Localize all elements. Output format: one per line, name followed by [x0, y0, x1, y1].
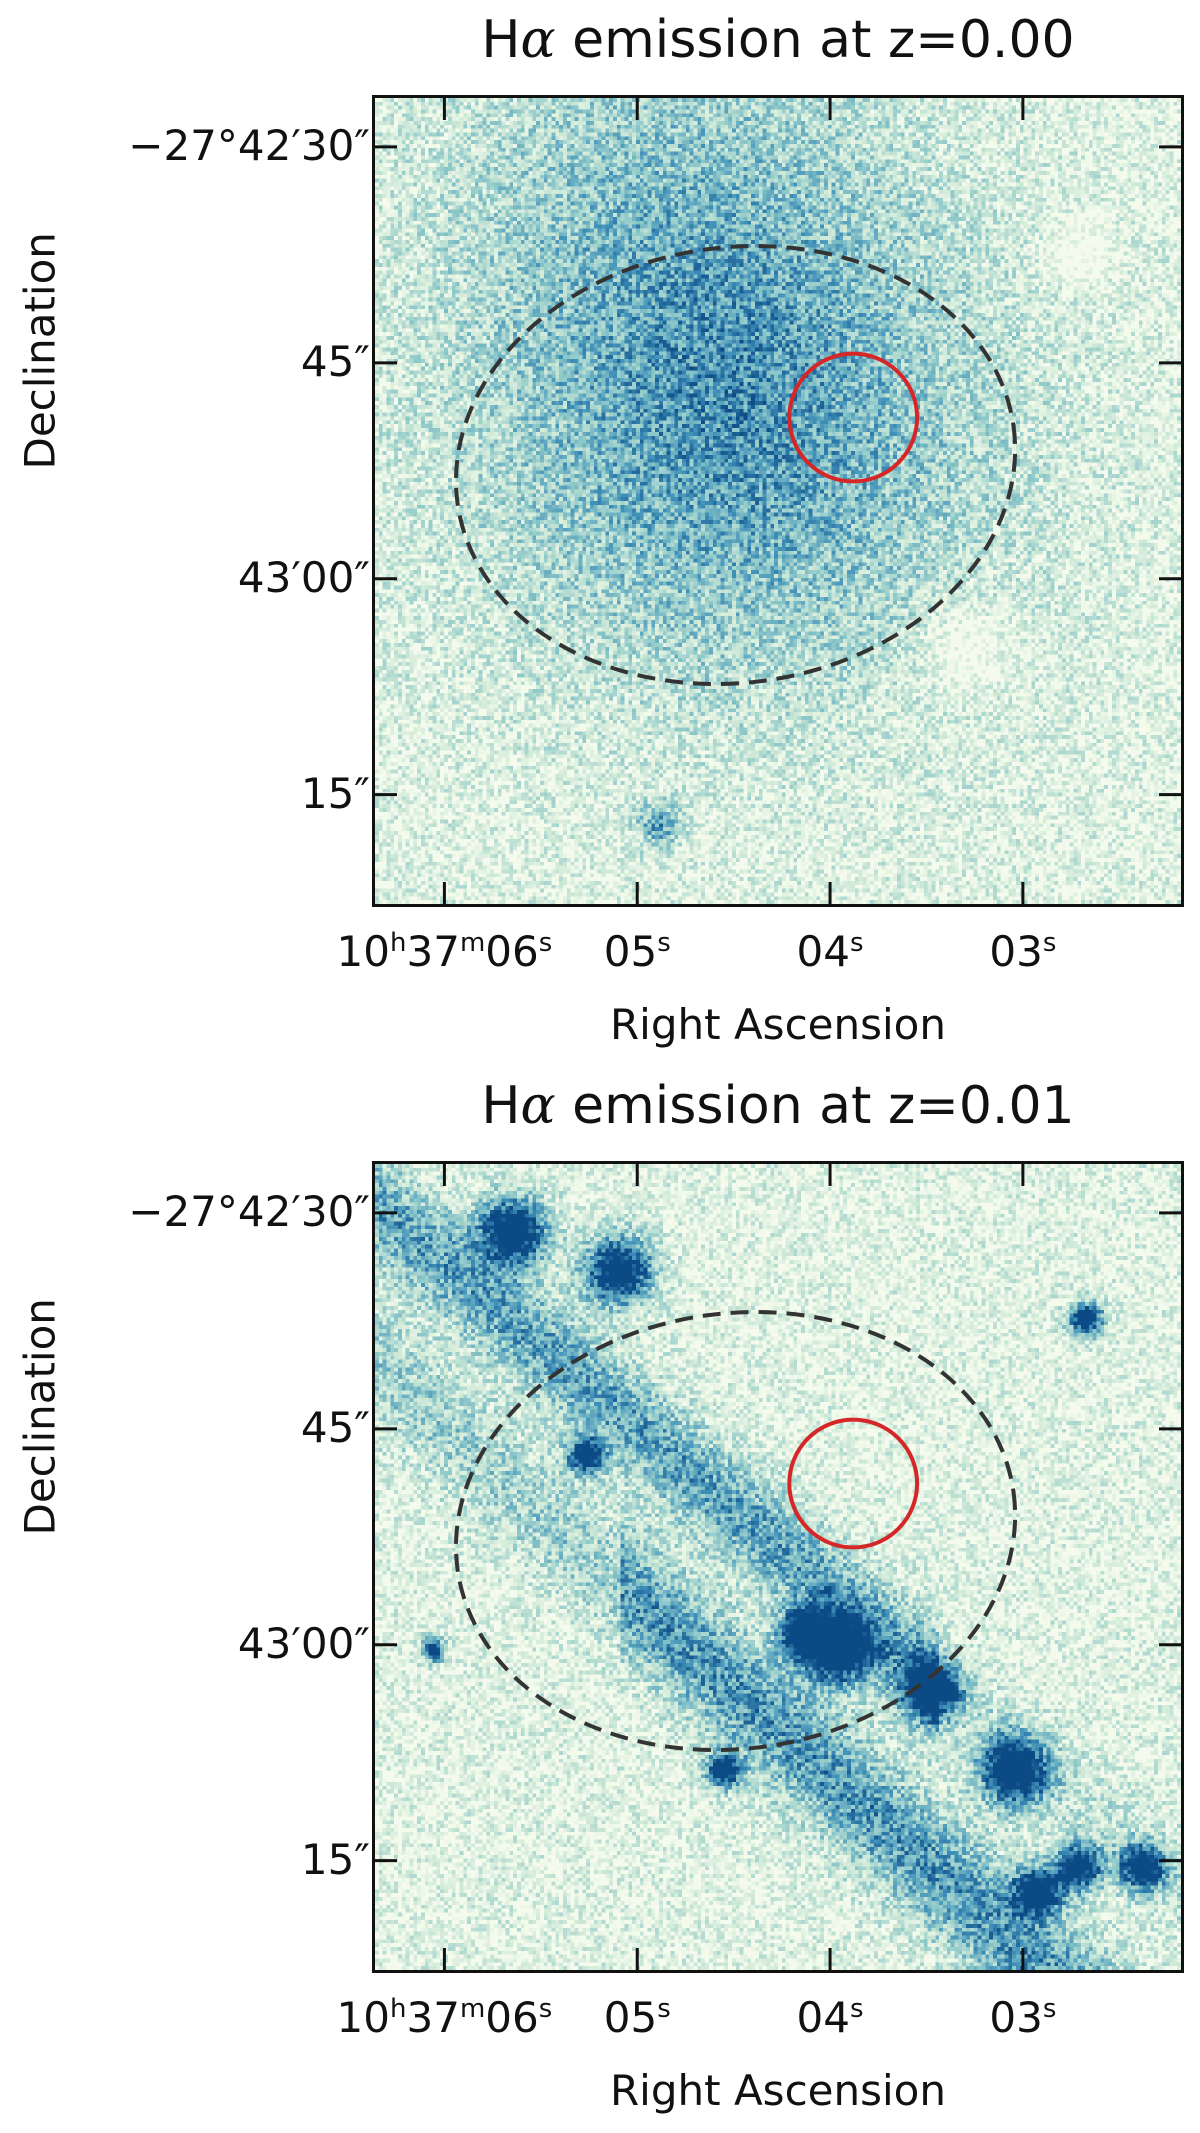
host-galaxy-ellipse	[454, 244, 1018, 687]
y-tick-label: 43′00″	[237, 1618, 370, 1668]
source-aperture-circle	[787, 351, 920, 484]
x-tick-label: 04s	[796, 927, 864, 976]
x-tick-label: 03s	[989, 1993, 1057, 2042]
y-axis-label: Declination	[15, 232, 65, 470]
halpha-map	[375, 98, 1181, 904]
y-tick-label: 45″	[300, 336, 370, 386]
x-tick-label: 10h37m06s	[336, 1993, 553, 2042]
y-tick-label: 45″	[300, 1402, 370, 1452]
panel-title: Hα emission at z=0.00	[481, 10, 1075, 70]
x-tick-label: 05s	[603, 927, 671, 976]
y-tick-label: −27°42′30″	[128, 120, 370, 170]
y-tick-label: 15″	[300, 1834, 370, 1884]
x-tick-label: 10h37m06s	[336, 927, 553, 976]
x-tick-label: 04s	[796, 1993, 864, 2042]
y-tick-label: 15″	[300, 768, 370, 818]
x-axis-label: Right Ascension	[610, 2066, 946, 2115]
overlay	[375, 98, 1181, 904]
x-tick-label: 05s	[603, 1993, 671, 2042]
image-frame	[372, 95, 1184, 907]
y-axis-label: Declination	[15, 1298, 65, 1536]
x-axis-label: Right Ascension	[610, 1000, 946, 1049]
overlay	[375, 1164, 1181, 1970]
panel-title: Hα emission at z=0.01	[481, 1076, 1075, 1136]
source-aperture-circle	[787, 1417, 920, 1550]
halpha-map	[375, 1164, 1181, 1970]
x-tick-label: 03s	[989, 927, 1057, 976]
y-tick-label: −27°42′30″	[128, 1186, 370, 1236]
image-frame	[372, 1161, 1184, 1973]
y-tick-label: 43′00″	[237, 552, 370, 602]
host-galaxy-ellipse	[454, 1310, 1018, 1753]
